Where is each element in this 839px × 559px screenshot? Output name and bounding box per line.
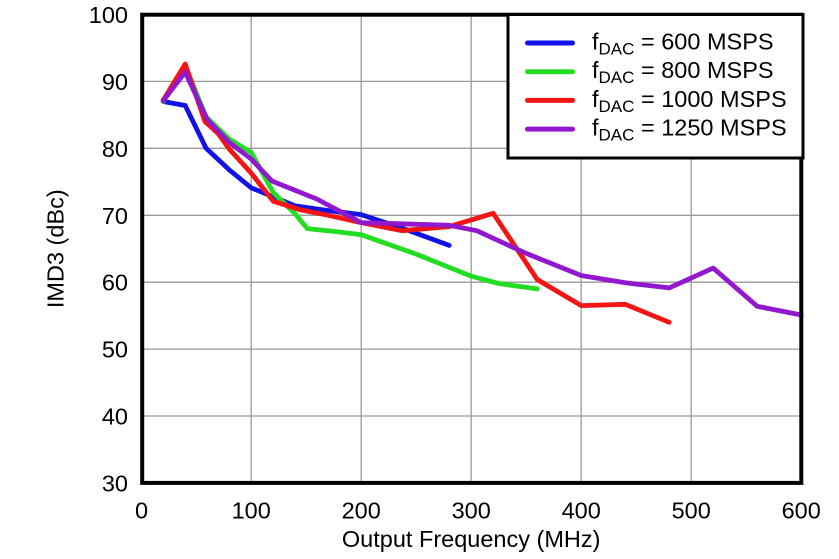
svg-text:600: 600	[782, 498, 821, 524]
svg-text:300: 300	[452, 498, 491, 524]
svg-text:50: 50	[102, 337, 128, 363]
svg-text:fDAC = 600 MSPS: fDAC = 600 MSPS	[592, 29, 774, 59]
svg-text:200: 200	[342, 498, 381, 524]
svg-text:80: 80	[102, 136, 128, 162]
svg-text:500: 500	[672, 498, 711, 524]
svg-text:100: 100	[89, 2, 128, 28]
svg-text:0: 0	[135, 498, 148, 524]
svg-text:fDAC = 800 MSPS: fDAC = 800 MSPS	[592, 57, 774, 87]
svg-text:40: 40	[102, 404, 128, 430]
svg-text:100: 100	[232, 498, 271, 524]
svg-text:90: 90	[102, 69, 128, 95]
svg-text:60: 60	[102, 270, 128, 296]
svg-text:70: 70	[102, 203, 128, 229]
svg-text:IMD3 (dBc): IMD3 (dBc)	[43, 189, 69, 308]
svg-text:400: 400	[562, 498, 601, 524]
svg-text:30: 30	[102, 470, 128, 496]
svg-text:Output Frequency (MHz): Output Frequency (MHz)	[342, 526, 601, 552]
